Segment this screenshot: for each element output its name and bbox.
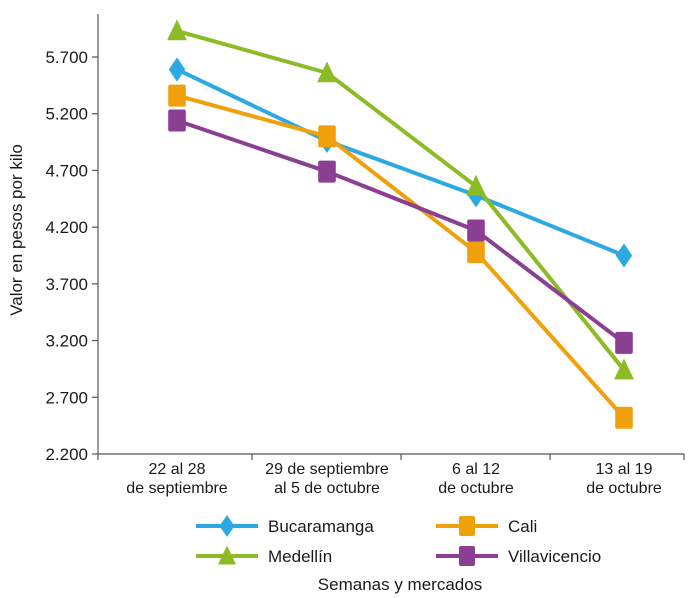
y-tick-label: 5.200 (45, 105, 88, 124)
series-line (176, 93, 626, 420)
x-axis-label: Semanas y mercados (318, 575, 482, 594)
series-medelln (167, 19, 634, 380)
data-point (466, 174, 486, 196)
data-point (218, 545, 236, 565)
y-axis-label: Valor en pesos por kilo (7, 144, 26, 316)
series-line (176, 118, 626, 345)
data-point (615, 331, 633, 354)
x-tick-label: de octubre (438, 480, 514, 497)
data-point (318, 125, 336, 148)
legend-label: Villavicencio (508, 547, 601, 566)
series-line (176, 28, 626, 372)
legend-item: Bucaramanga (196, 515, 374, 537)
series-cali (168, 84, 633, 429)
series-bucaramanga (168, 57, 633, 268)
x-tick-label: de septiembre (126, 480, 227, 497)
x-tick-label: al 5 de octubre (274, 480, 380, 497)
y-tick-label: 3.700 (45, 275, 88, 294)
legend-label: Bucaramanga (268, 517, 374, 536)
data-point (467, 241, 485, 264)
data-point (168, 57, 186, 82)
legend-item: Cali (436, 516, 537, 536)
data-point (168, 84, 186, 107)
y-tick-label: 4.700 (45, 161, 88, 180)
data-point (467, 219, 485, 242)
x-tick-label: 22 al 28 (149, 461, 206, 478)
plot-area: 2.200 2.700 3.200 3.700 4.200 4.700 5.200 5.700… (45, 14, 685, 497)
legend: Bucaramanga Cali Medellín Villavicencio (196, 515, 601, 566)
data-point (614, 358, 634, 380)
data-point (459, 516, 475, 536)
x-tick-label: 29 de septiembre (265, 461, 389, 478)
y-tick-label: 3.200 (45, 332, 88, 351)
legend-item: Medellín (196, 545, 332, 566)
legend-label: Cali (508, 517, 537, 536)
data-point (219, 515, 235, 537)
legend-label: Medellín (268, 547, 332, 566)
data-point (615, 243, 633, 268)
series-villavicencio (168, 109, 633, 354)
x-tick-label: 6 al 12 (452, 461, 500, 478)
data-point (318, 160, 336, 183)
y-tick-label: 5.700 (45, 48, 88, 67)
data-point (317, 61, 337, 83)
y-tick-label: 4.200 (45, 218, 88, 237)
x-tick-label: 13 al 19 (596, 461, 653, 478)
data-point (459, 546, 475, 566)
legend-item: Villavicencio (436, 546, 601, 566)
y-tick-label: 2.700 (45, 388, 88, 407)
data-point (168, 109, 186, 132)
x-tick-label: de octubre (586, 480, 662, 497)
y-tick-label: 2.200 (45, 445, 88, 464)
data-point (615, 406, 633, 429)
series-line (176, 67, 625, 258)
data-point (167, 19, 187, 41)
